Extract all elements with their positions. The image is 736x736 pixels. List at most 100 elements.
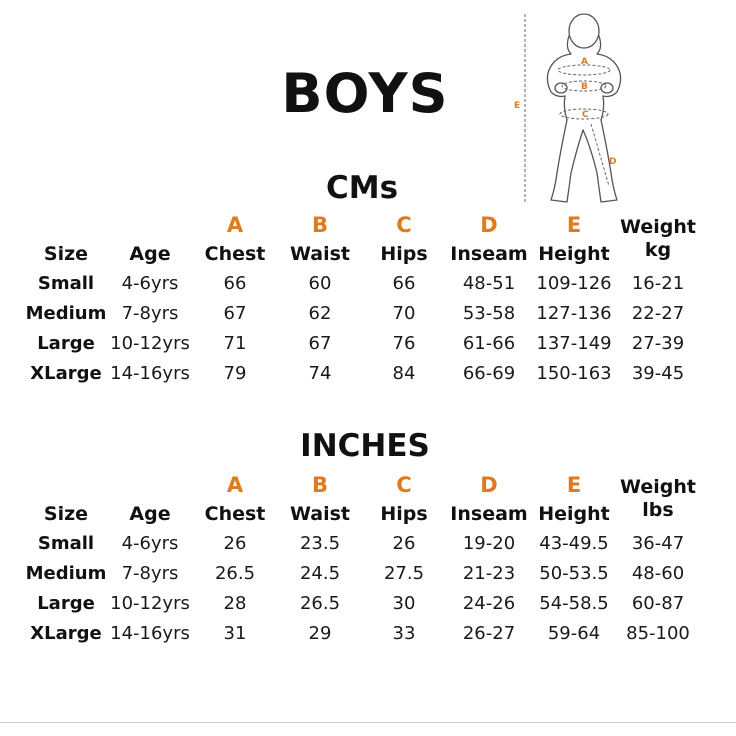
measure-letter-a: A (226, 213, 244, 237)
column-header-weight-unit: kg (644, 239, 672, 261)
table-cell-age: 14-16yrs (110, 623, 190, 644)
table-cell-age: 4-6yrs (121, 533, 179, 554)
table-cell-age: 10-12yrs (110, 593, 190, 614)
size-label: XLarge (30, 623, 102, 644)
column-header-inseam: Inseam (450, 243, 528, 265)
table-cell-hips: 26 (392, 533, 416, 554)
table-cell-height: 127-136 (536, 303, 612, 324)
table-cell-height: 150-163 (536, 363, 612, 384)
table-cell-waist: 23.5 (299, 533, 341, 554)
table-cell-hips: 27.5 (383, 563, 425, 584)
table-cell-waist: 26.5 (299, 593, 341, 614)
size-label: Medium (25, 563, 107, 584)
column-header-height: Height (538, 243, 610, 265)
table-cell-inseam: 26-27 (462, 623, 516, 644)
table-cell-chest: 26.5 (214, 563, 256, 584)
table-cell-hips: 84 (392, 363, 416, 384)
inches-section-title: INCHES (300, 428, 430, 464)
size-label: Small (37, 273, 95, 294)
column-header-size: Size (43, 503, 89, 525)
column-header-age: Age (129, 243, 171, 265)
table-cell-height: 59-64 (547, 623, 601, 644)
diagram-label-d: D (609, 157, 616, 167)
table-cell-hips: 70 (392, 303, 416, 324)
table-cell-age: 7-8yrs (121, 303, 179, 324)
table-cell-inseam: 61-66 (462, 333, 516, 354)
table-cell-hips: 66 (392, 273, 416, 294)
measure-letter-e: E (566, 473, 582, 497)
column-header-hips: Hips (380, 503, 428, 525)
table-cell-waist: 24.5 (299, 563, 341, 584)
cm-section-title: CMs (325, 170, 399, 206)
table-cell-hips: 76 (392, 333, 416, 354)
table-cell-waist: 60 (308, 273, 332, 294)
table-cell-weight: 16-21 (631, 273, 685, 294)
page-title: BOYS (281, 62, 449, 125)
table-cell-weight: 36-47 (631, 533, 685, 554)
diagram-label-a: A (581, 57, 588, 67)
table-cell-waist: 67 (308, 333, 332, 354)
size-label: XLarge (30, 363, 102, 384)
column-header-waist: Waist (289, 503, 351, 525)
table-cell-inseam: 19-20 (462, 533, 516, 554)
table-cell-height: 137-149 (536, 333, 612, 354)
column-header-size: Size (43, 243, 89, 265)
column-header-weight: Weight (620, 476, 696, 498)
column-header-inseam: Inseam (450, 503, 528, 525)
measure-letter-a: A (226, 473, 244, 497)
table-cell-chest: 71 (223, 333, 247, 354)
bottom-divider (0, 722, 736, 723)
column-header-weight-unit: lbs (642, 499, 674, 521)
table-cell-height: 54-58.5 (539, 593, 609, 614)
diagram-label-e: E (514, 101, 520, 111)
column-header-chest: Chest (204, 243, 266, 265)
measure-letter-d: D (480, 473, 498, 497)
table-cell-age: 14-16yrs (110, 363, 190, 384)
table-cell-waist: 29 (308, 623, 332, 644)
table-cell-inseam: 66-69 (462, 363, 516, 384)
table-cell-inseam: 53-58 (462, 303, 516, 324)
size-label: Large (37, 593, 95, 614)
table-cell-hips: 30 (392, 593, 416, 614)
table-cell-waist: 74 (308, 363, 332, 384)
table-cell-age: 4-6yrs (121, 273, 179, 294)
table-cell-height: 109-126 (536, 273, 612, 294)
table-cell-chest: 26 (223, 533, 247, 554)
table-cell-weight: 27-39 (631, 333, 685, 354)
table-cell-height: 43-49.5 (539, 533, 609, 554)
column-header-hips: Hips (380, 243, 428, 265)
measure-letter-c: C (396, 213, 412, 237)
column-header-waist: Waist (289, 243, 351, 265)
measure-letter-c: C (396, 473, 412, 497)
table-cell-hips: 33 (392, 623, 416, 644)
column-header-chest: Chest (204, 503, 266, 525)
table-cell-age: 7-8yrs (121, 563, 179, 584)
measure-letter-e: E (566, 213, 582, 237)
table-cell-inseam: 24-26 (462, 593, 516, 614)
table-cell-chest: 79 (223, 363, 247, 384)
table-cell-inseam: 21-23 (462, 563, 516, 584)
size-label: Large (37, 333, 95, 354)
column-header-age: Age (129, 503, 171, 525)
column-header-height: Height (538, 503, 610, 525)
table-cell-weight: 39-45 (631, 363, 685, 384)
table-cell-weight: 48-60 (631, 563, 685, 584)
measure-letter-b: B (311, 213, 329, 237)
table-cell-waist: 62 (308, 303, 332, 324)
column-header-weight: Weight (620, 216, 696, 238)
table-cell-weight: 22-27 (631, 303, 685, 324)
size-label: Small (37, 533, 95, 554)
table-cell-chest: 67 (223, 303, 247, 324)
diagram-label-c: C (582, 110, 589, 120)
table-cell-weight: 60-87 (631, 593, 685, 614)
table-cell-weight: 85-100 (626, 623, 690, 644)
measure-letter-d: D (480, 213, 498, 237)
table-cell-inseam: 48-51 (462, 273, 516, 294)
table-cell-height: 50-53.5 (539, 563, 609, 584)
table-cell-chest: 28 (223, 593, 247, 614)
diagram-label-b: B (581, 82, 588, 92)
measure-letter-b: B (311, 473, 329, 497)
table-cell-age: 10-12yrs (110, 333, 190, 354)
table-cell-chest: 31 (223, 623, 247, 644)
size-label: Medium (25, 303, 107, 324)
